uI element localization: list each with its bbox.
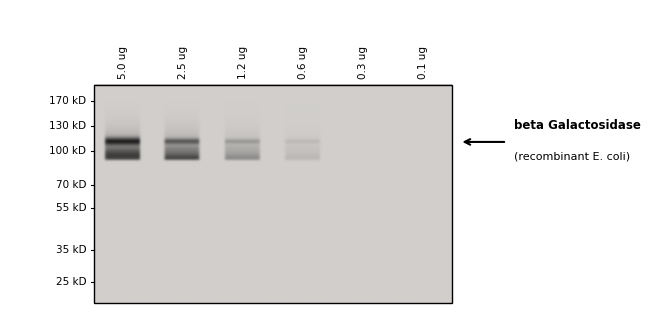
Text: 55 kD: 55 kD	[56, 203, 86, 213]
Text: 5.0 ug: 5.0 ug	[118, 46, 128, 79]
Text: beta Galactosidase: beta Galactosidase	[514, 119, 640, 132]
Text: 25 kD: 25 kD	[56, 277, 86, 287]
Text: 100 kD: 100 kD	[49, 146, 86, 156]
Text: 0.6 ug: 0.6 ug	[298, 46, 308, 79]
Bar	[94, 85, 452, 303]
Text: 35 kD: 35 kD	[56, 245, 86, 255]
Text: 2.5 ug: 2.5 ug	[178, 46, 188, 79]
Text: 1.2 ug: 1.2 ug	[238, 46, 248, 79]
Text: 0.1 ug: 0.1 ug	[418, 46, 428, 79]
Text: (recombinant E. coli): (recombinant E. coli)	[514, 151, 630, 161]
Text: 170 kD: 170 kD	[49, 96, 86, 106]
Text: 70 kD: 70 kD	[56, 180, 86, 190]
Text: 0.3 ug: 0.3 ug	[358, 46, 368, 79]
Text: 130 kD: 130 kD	[49, 121, 86, 131]
